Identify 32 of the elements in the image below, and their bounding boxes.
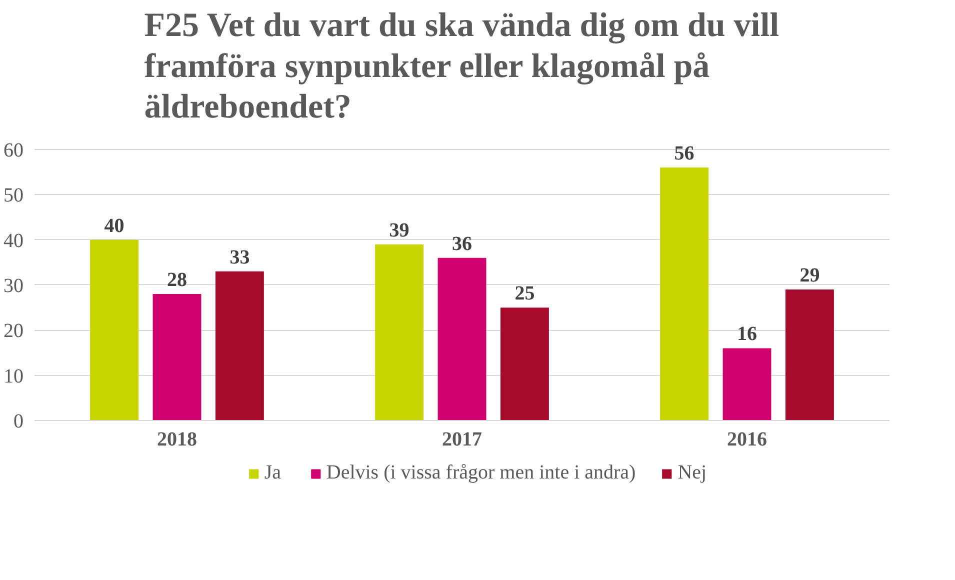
y-tick-label: 30 bbox=[4, 274, 24, 297]
bar bbox=[375, 244, 424, 420]
y-tick-label: 20 bbox=[4, 320, 24, 342]
y-tick-label: 60 bbox=[4, 139, 24, 162]
data-label: 40 bbox=[104, 214, 124, 237]
data-label: 33 bbox=[230, 246, 250, 268]
chart-title: F25 Vet du vart du ska vända dig om du vill framföra synpunkter eller klagomål på äldreboendet? bbox=[144, 7, 780, 126]
y-tick-label: 50 bbox=[4, 184, 24, 207]
x-tick-label: 2016 bbox=[727, 428, 767, 450]
x-tick-label: 2018 bbox=[157, 428, 197, 450]
data-label: 25 bbox=[514, 282, 535, 305]
legend-label: Ja bbox=[264, 462, 282, 484]
y-tick-label: 10 bbox=[4, 365, 24, 388]
y-tick-label: 40 bbox=[4, 230, 24, 252]
bar bbox=[500, 308, 549, 420]
bar bbox=[90, 240, 139, 420]
legend-label: Nej bbox=[678, 462, 707, 484]
y-tick-label: 0 bbox=[14, 410, 24, 432]
bar bbox=[660, 168, 709, 420]
data-label: 28 bbox=[167, 269, 187, 292]
x-tick-label: 2017 bbox=[442, 428, 482, 450]
bar bbox=[785, 290, 834, 420]
bar bbox=[722, 348, 772, 420]
bar bbox=[438, 258, 486, 420]
bar bbox=[215, 271, 264, 420]
data-label: 29 bbox=[800, 264, 820, 287]
data-label: 39 bbox=[389, 219, 410, 242]
data-label: 16 bbox=[737, 323, 757, 346]
data-label: 56 bbox=[674, 142, 694, 165]
data-label: 36 bbox=[452, 232, 472, 255]
legend-label: Delvis (i vissa frågor men inte i andra) bbox=[326, 462, 636, 484]
bar bbox=[152, 294, 202, 420]
